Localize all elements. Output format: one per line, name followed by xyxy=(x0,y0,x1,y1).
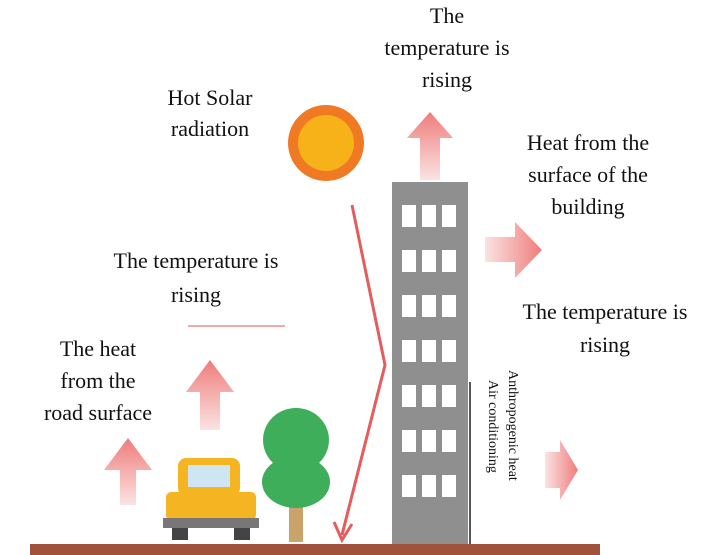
window xyxy=(402,250,416,272)
window xyxy=(422,385,436,407)
label-line: radiation xyxy=(171,116,249,141)
window xyxy=(422,250,436,272)
label-line: Hot Solar xyxy=(168,85,254,110)
window xyxy=(442,340,456,362)
label-line: building xyxy=(551,194,624,219)
window xyxy=(442,385,456,407)
vertical-label: Air conditioning xyxy=(485,380,500,473)
label-line: rising xyxy=(171,282,221,307)
sun xyxy=(288,105,364,181)
window xyxy=(442,295,456,317)
window xyxy=(442,250,456,272)
diagram: The temperature is rising Hot Solar radi… xyxy=(0,0,721,555)
car-window xyxy=(188,465,230,487)
bumper xyxy=(163,518,259,528)
vertical-label: Anthropogenic heat xyxy=(505,370,520,481)
window xyxy=(402,205,416,227)
crown xyxy=(262,456,330,508)
window xyxy=(402,475,416,497)
building xyxy=(392,182,468,547)
car xyxy=(163,458,259,540)
window xyxy=(402,340,416,362)
label-line: surface of the xyxy=(528,162,648,187)
label-line: from the xyxy=(60,368,135,393)
car-body xyxy=(166,492,256,520)
label-line: rising xyxy=(422,67,472,92)
label-line: road surface xyxy=(44,400,152,425)
window xyxy=(402,385,416,407)
label-line: The temperature is xyxy=(523,299,688,324)
ground xyxy=(30,544,600,555)
label-line: The temperature is xyxy=(114,248,279,273)
label-line: temperature is xyxy=(384,35,509,60)
right-arrow xyxy=(485,222,542,278)
window xyxy=(422,475,436,497)
radiation-ray xyxy=(342,205,385,535)
sun-core xyxy=(298,115,354,171)
window xyxy=(422,430,436,452)
wheel xyxy=(172,528,188,540)
label-line: The xyxy=(430,3,464,28)
window xyxy=(442,205,456,227)
window xyxy=(442,430,456,452)
window xyxy=(402,430,416,452)
window xyxy=(422,205,436,227)
window xyxy=(422,295,436,317)
label-line: rising xyxy=(580,332,630,357)
up-arrow xyxy=(104,438,152,505)
up-arrow xyxy=(407,112,453,180)
window xyxy=(402,295,416,317)
label-line: The heat xyxy=(60,336,136,361)
tree xyxy=(262,408,330,542)
window xyxy=(442,475,456,497)
label-line: Heat from the xyxy=(527,130,649,155)
up-arrow xyxy=(186,360,234,430)
wheel xyxy=(234,528,250,540)
window xyxy=(422,340,436,362)
right-arrow xyxy=(545,440,578,500)
